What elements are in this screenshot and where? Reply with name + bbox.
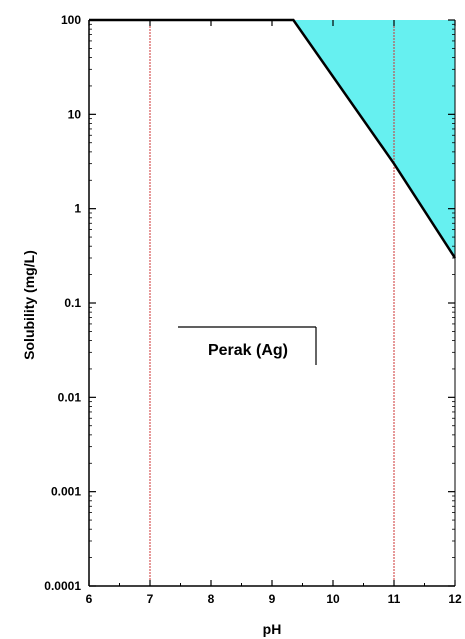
x-tick-label: 6 [86,592,93,606]
y-tick-label: 100 [61,13,81,27]
x-tick-label: 9 [269,592,276,606]
x-tick-label: 7 [147,592,154,606]
y-tick-label: 0.01 [58,390,82,404]
y-tick-label: 0.1 [64,296,81,310]
legend-label: Perak (Ag) [208,342,288,359]
x-tick-label: 10 [326,592,340,606]
y-tick-label: 0.001 [51,485,81,499]
x-tick-label: 11 [388,592,401,606]
legend: Perak (Ag) [178,326,317,365]
x-tick-label: 8 [208,592,215,606]
x-tick-label: 12 [448,592,462,606]
plot-area: 6 7 8 9 10 11 12 0.0001 0.001 0.01 0.1 1 10 100 [44,13,462,606]
y-tick-label: 10 [68,107,82,121]
series-line [89,18,457,259]
x-axis-label: pH [263,621,282,637]
y-tick-label: 1 [74,202,81,216]
series-fill-area [89,20,455,258]
y-tick-label: 0.0001 [44,579,81,593]
y-axis-label: Solubility (mg/L) [21,250,37,360]
